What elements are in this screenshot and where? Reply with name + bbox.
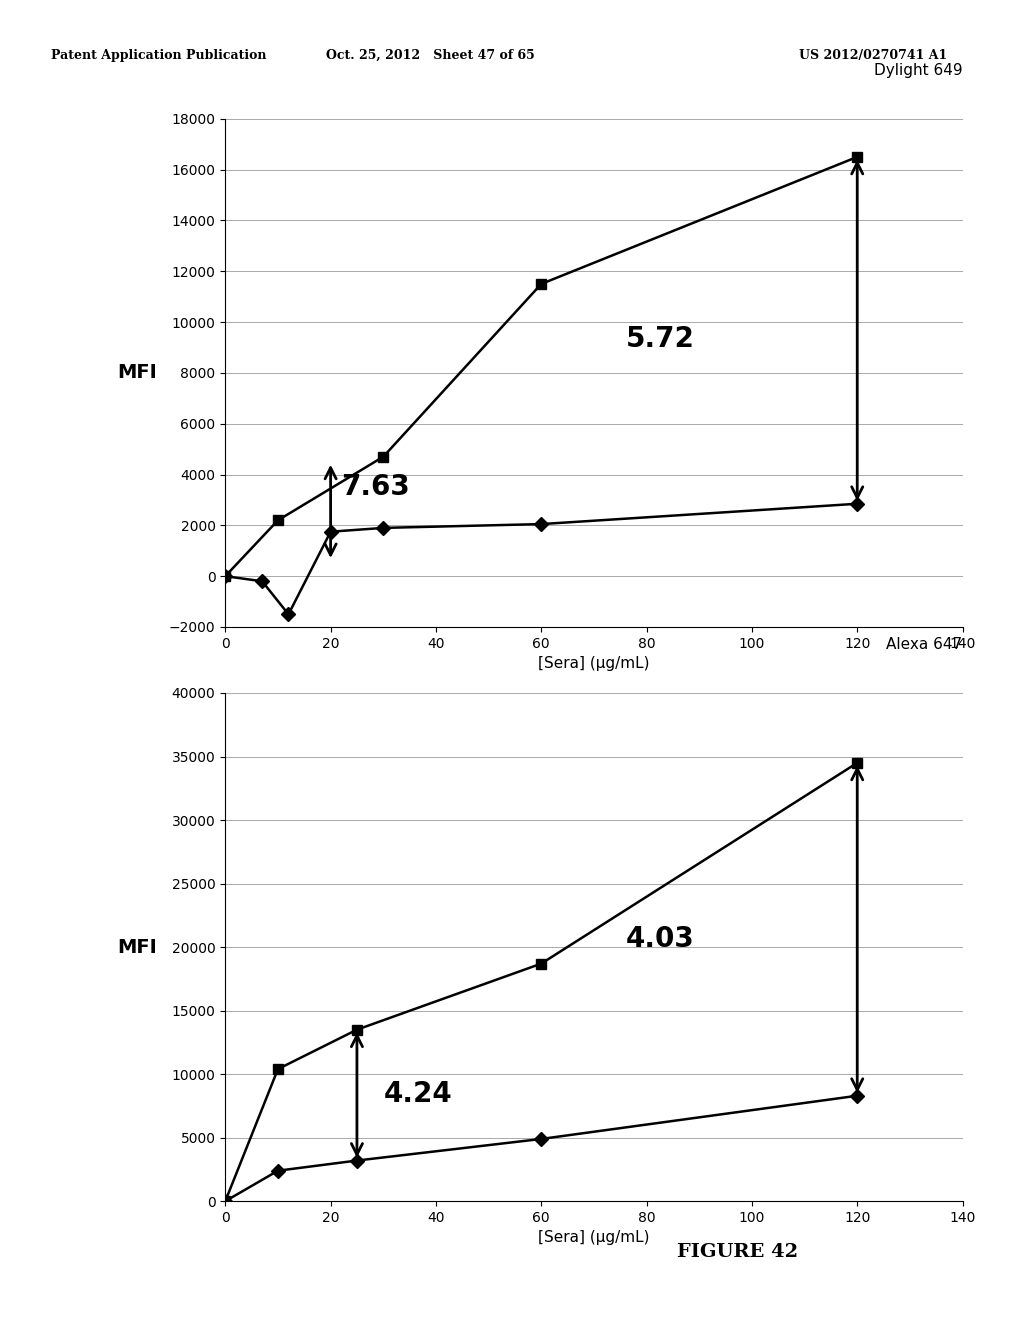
Text: Dylight 649: Dylight 649 — [873, 63, 963, 78]
Text: Patent Application Publication: Patent Application Publication — [51, 49, 266, 62]
Text: US 2012/0270741 A1: US 2012/0270741 A1 — [799, 49, 947, 62]
Text: MFI: MFI — [117, 363, 157, 383]
Text: 5.72: 5.72 — [626, 326, 694, 354]
X-axis label: [Sera] (μg/mL): [Sera] (μg/mL) — [539, 656, 649, 672]
Text: 7.63: 7.63 — [341, 473, 410, 500]
Text: FIGURE 42: FIGURE 42 — [677, 1242, 798, 1261]
Text: MFI: MFI — [117, 937, 157, 957]
X-axis label: [Sera] (μg/mL): [Sera] (μg/mL) — [539, 1230, 649, 1246]
Text: 4.24: 4.24 — [383, 1080, 452, 1107]
Text: Oct. 25, 2012   Sheet 47 of 65: Oct. 25, 2012 Sheet 47 of 65 — [326, 49, 535, 62]
Text: 4.03: 4.03 — [626, 925, 694, 953]
Text: Alexa 647: Alexa 647 — [887, 638, 963, 652]
